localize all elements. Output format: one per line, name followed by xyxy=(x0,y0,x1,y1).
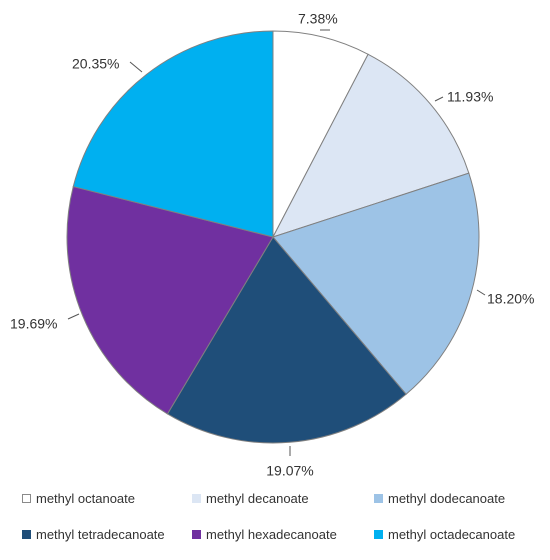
legend-label: methyl octanoate xyxy=(36,490,136,506)
legend-item-methyl-decanoate: methyl decanoate xyxy=(192,491,374,506)
data-label-methyl-octadecanoate: 20.35% xyxy=(72,56,119,72)
legend-swatch-methyl-hexadecanoate xyxy=(192,529,201,539)
legend-swatch-methyl-octadecanoate xyxy=(374,529,383,539)
legend-item-methyl-octanoate: methyl octanoate xyxy=(22,491,192,506)
data-label-methyl-decanoate: 11.93% xyxy=(447,89,493,105)
legend-label: methyl dodecanoate xyxy=(388,490,506,506)
legend-swatch-methyl-decanoate xyxy=(192,493,201,503)
legend-item-methyl-tetradecanoate: methyl tetradecanoate xyxy=(22,527,192,542)
data-label-methyl-dodecanoate: 18.20% xyxy=(487,291,534,307)
leader-line xyxy=(434,96,444,102)
legend-label: methyl decanoate xyxy=(206,490,309,506)
pie-slice-methyl-dodecanoate xyxy=(272,172,480,395)
pie-chart: 7.38% 11.93% 18.20% 19.07% 19.69% 20.35% xyxy=(10,11,534,479)
leader-line xyxy=(476,289,486,296)
data-label-methyl-tetradecanoate: 19.07% xyxy=(266,463,313,479)
legend-item-methyl-dodecanoate: methyl dodecanoate xyxy=(374,491,505,506)
pie-slice-methyl-tetradecanoate xyxy=(166,236,407,444)
legend-label: methyl tetradecanoate xyxy=(36,526,165,542)
legend-swatch-methyl-octanoate xyxy=(22,493,31,503)
legend-label: methyl octadecanoate xyxy=(388,526,516,542)
legend-item-methyl-hexadecanoate: methyl hexadecanoate xyxy=(192,527,374,542)
legend-swatch-methyl-dodecanoate xyxy=(374,493,383,503)
data-label-methyl-octanoate: 7.38% xyxy=(298,11,338,27)
pie-slice-methyl-octanoate xyxy=(272,30,369,238)
legend-swatch-methyl-tetradecanoate xyxy=(22,529,31,539)
pie-slice-methyl-octadecanoate xyxy=(72,30,274,238)
legend-row: methyl tetradecanoate methyl hexadecanoa… xyxy=(22,524,542,544)
legend-label: methyl hexadecanoate xyxy=(206,526,337,542)
pie-slice-methyl-hexadecanoate xyxy=(66,185,274,415)
leader-line xyxy=(129,61,143,73)
legend-item-methyl-octadecanoate: methyl octadecanoate xyxy=(374,527,515,542)
pie-slice-methyl-decanoate xyxy=(271,53,470,238)
data-label-methyl-hexadecanoate: 19.69% xyxy=(10,316,57,332)
legend: methyl octanoate methyl decanoate methyl… xyxy=(22,488,542,560)
legend-row: methyl octanoate methyl decanoate methyl… xyxy=(22,488,542,508)
leader-line xyxy=(67,313,80,320)
